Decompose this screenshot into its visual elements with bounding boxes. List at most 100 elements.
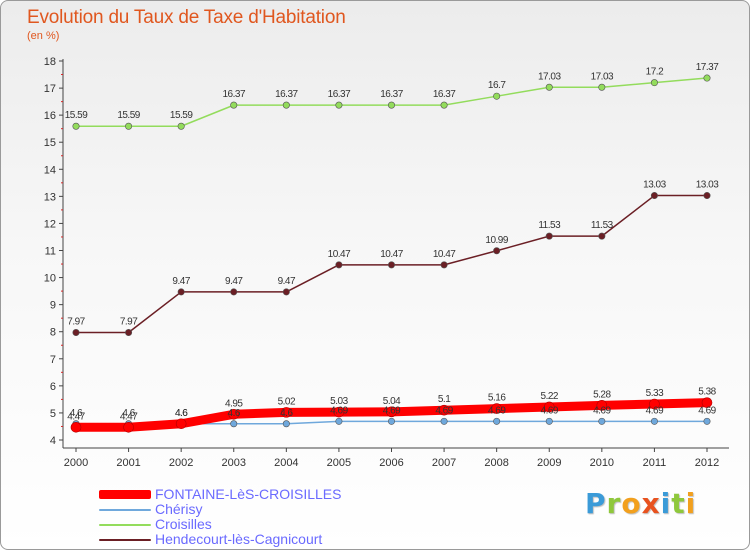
data-point [335, 101, 343, 109]
data-label: 4.69 [593, 405, 611, 416]
data-point [440, 101, 448, 109]
data-label: 16.37 [328, 89, 351, 100]
data-label: 16.7 [488, 80, 506, 91]
data-point [333, 406, 345, 418]
x-tick-label: 2007 [432, 457, 456, 469]
data-label: 10.99 [485, 235, 508, 246]
legend-label-croisilles: Croisilles [155, 516, 212, 532]
data-point [230, 288, 238, 296]
data-point [125, 329, 133, 337]
y-tick-label: 12 [44, 218, 56, 230]
data-point [440, 417, 448, 425]
data-label: 4.69 [435, 405, 453, 416]
y-tick-label: 17 [44, 83, 56, 95]
logo-letter: P [585, 487, 607, 520]
x-tick-label: 2000 [64, 457, 88, 469]
data-point [493, 92, 501, 100]
data-point [649, 398, 660, 410]
y-tick-label: 14 [44, 164, 56, 176]
data-label: 4.69 [488, 405, 506, 416]
data-label: 16.37 [275, 89, 298, 100]
data-point [438, 404, 450, 416]
data-label: 4.69 [330, 405, 348, 416]
series-group [70, 74, 713, 433]
data-label: 13.03 [643, 180, 666, 191]
legend-swatch-cherisy [99, 509, 151, 511]
x-tick-group: 2000 2001 2002 2003 2004 2005 2006 2007 2008 2009… [64, 448, 719, 469]
legend-label-hendecourt: Hendecourt-lès-Cagnicourt [155, 531, 323, 547]
data-label: 4.6 [228, 408, 241, 419]
data-point [282, 101, 290, 109]
data-label: 7.97 [67, 317, 85, 328]
data-label: 16.37 [222, 89, 245, 100]
data-label: 4.69 [383, 405, 401, 416]
data-label: 4.6 [175, 408, 188, 419]
data-point [70, 421, 82, 433]
data-label: 5.38 [698, 387, 716, 398]
data-point [703, 74, 711, 82]
data-point [177, 122, 185, 130]
data-point [230, 420, 238, 428]
data-point [493, 247, 501, 255]
data-point [701, 397, 713, 408]
data-label: 9.47 [278, 276, 296, 287]
data-point [387, 101, 395, 109]
x-tick-label: 2011 [643, 457, 667, 469]
data-point [703, 192, 711, 200]
data-point [703, 417, 711, 425]
y-tick-label: 6 [50, 381, 56, 393]
legend-swatch-fontaine [99, 490, 151, 499]
data-point [281, 407, 292, 418]
chart-unit: (en %) [27, 30, 60, 42]
data-label: 15.59 [65, 110, 88, 121]
data-point [282, 288, 290, 296]
data-label: 7.97 [120, 317, 138, 328]
data-label: 4.6 [175, 408, 188, 419]
data-point [335, 417, 343, 425]
data-point [387, 417, 395, 425]
data-point [650, 79, 658, 87]
x-tick-label: 2009 [537, 457, 561, 469]
x-tick-label: 2006 [379, 457, 403, 469]
data-point [598, 417, 606, 425]
data-point [177, 288, 185, 296]
logo-letter: o [621, 487, 642, 520]
logo-letter: x [641, 487, 661, 520]
x-tick-label: 2005 [327, 457, 351, 469]
data-point [493, 417, 501, 425]
y-tick-label: 15 [44, 137, 56, 149]
data-label: 5.28 [593, 389, 611, 400]
data-point [175, 418, 187, 430]
x-tick-label: 2008 [484, 457, 508, 469]
data-point [545, 417, 553, 425]
data-label: 5.22 [541, 391, 559, 402]
y-tick-label: 5 [50, 408, 56, 420]
data-point [123, 421, 134, 433]
legend-swatch-croisilles [99, 524, 151, 526]
data-label: 10.47 [433, 249, 456, 260]
legend-label-fontaine: FONTAINE-LèS-CROISILLES [155, 486, 342, 502]
data-label: 11.53 [538, 220, 561, 231]
y-tick-label: 7 [50, 354, 56, 366]
data-point [230, 101, 238, 109]
data-label: 15.59 [170, 110, 193, 121]
y-tick-label: 4 [50, 435, 56, 447]
y-tick-label: 16 [44, 110, 56, 122]
data-point [543, 401, 555, 413]
x-tick-label: 2003 [222, 457, 246, 469]
data-label: 10.47 [380, 249, 403, 260]
data-point [598, 83, 606, 91]
data-label: 4.69 [646, 405, 664, 416]
chart-title: Evolution du Taux de Taxe d'Habitation [27, 7, 346, 28]
data-label: 5.1 [438, 394, 451, 405]
data-label: 17.03 [591, 71, 614, 82]
y-tick-label: 18 [44, 56, 56, 68]
data-point [386, 406, 397, 418]
y-tick-label: 8 [50, 327, 56, 339]
data-point [650, 417, 658, 425]
data-label: 11.53 [591, 220, 614, 231]
data-point [491, 403, 502, 414]
data-label: 9.47 [172, 276, 190, 287]
